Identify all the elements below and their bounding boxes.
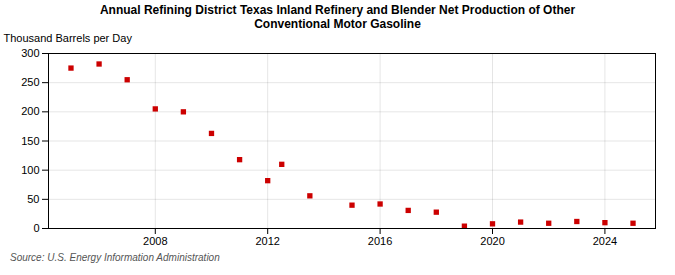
svg-text:50: 50: [27, 193, 39, 205]
svg-text:2012: 2012: [255, 235, 279, 247]
svg-text:250: 250: [21, 76, 39, 88]
svg-text:2016: 2016: [368, 235, 392, 247]
svg-text:2024: 2024: [593, 235, 617, 247]
svg-text:150: 150: [21, 135, 39, 147]
html-text:Annual Refining District Texas: Annual Refining District Texas Inland Re…: [99, 3, 576, 31]
svg-text:100: 100: [21, 164, 39, 176]
svg-text:2008: 2008: [143, 235, 167, 247]
svg-text:Thousand Barrels per Day: Thousand Barrels per Day: [4, 32, 133, 44]
svg-text:300: 300: [21, 47, 39, 59]
svg-text:200: 200: [21, 105, 39, 117]
html-text:Source: U.S. Energy Informatio: Source: U.S. Energy Information Administ…: [10, 252, 220, 263]
svg-text:0: 0: [33, 222, 39, 234]
svg-text:2020: 2020: [480, 235, 504, 247]
